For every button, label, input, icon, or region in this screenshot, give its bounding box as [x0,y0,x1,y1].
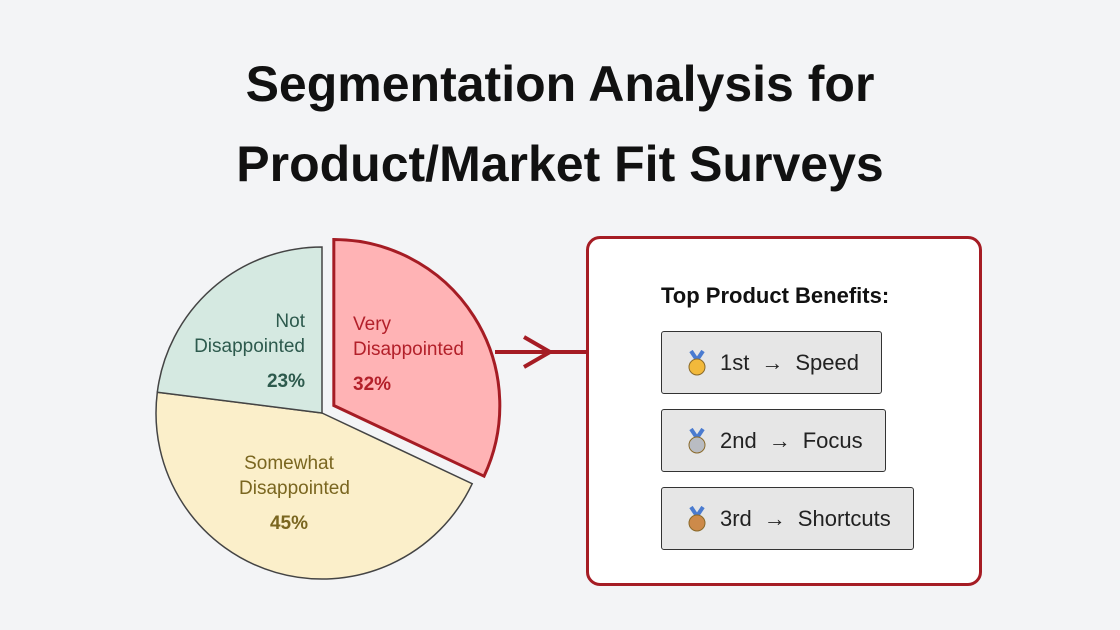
benefit-arrow: → [761,349,784,375]
slice-label: Very Disappointed 32% [353,312,483,397]
slice-label: Not Disappointed 23% [105,309,305,394]
medal-disc [688,514,706,531]
benefit-item: 1st → Speed [661,331,882,394]
slice-category: Somewhat Disappointed [239,453,350,499]
benefit-name: Shortcuts [797,505,891,531]
benefit-name: Focus [802,427,863,453]
benefit-item: 2nd → Focus [661,409,886,472]
benefit-item: 3rd → Shortcuts [661,487,914,550]
benefits-panel: Top Product Benefits: 1st → Speed 2nd → Focus… [586,236,982,586]
chart-title: Segmentation Analysis for Product/Market… [236,56,884,192]
slice-value: 23% [266,371,305,392]
slice-label: Somewhat Disappointed 45% [189,451,389,536]
benefit-arrow: → [763,505,786,531]
slice-category: Very Disappointed [353,314,464,360]
benefit-rank: 2nd [720,427,757,453]
slice-value: 45% [269,513,309,534]
medal-disc [688,436,706,453]
benefit-name: Speed [795,349,859,375]
benefit-rank: 3rd [720,505,752,531]
medal-disc [688,358,706,375]
pie-slice [156,246,323,414]
pie-slice [155,391,474,580]
slice-category: Not Disappointed [194,311,305,357]
medal-icon [688,349,706,375]
pie-slice [332,237,502,479]
medal-icon [688,505,706,531]
benefit-rank: 1st [720,349,750,375]
benefit-arrow: → [768,427,791,453]
slice-value: 32% [353,374,392,395]
medal-icon [688,427,706,453]
connector-arrowhead [523,335,555,369]
panel-title: Top Product Benefits: [661,283,890,308]
